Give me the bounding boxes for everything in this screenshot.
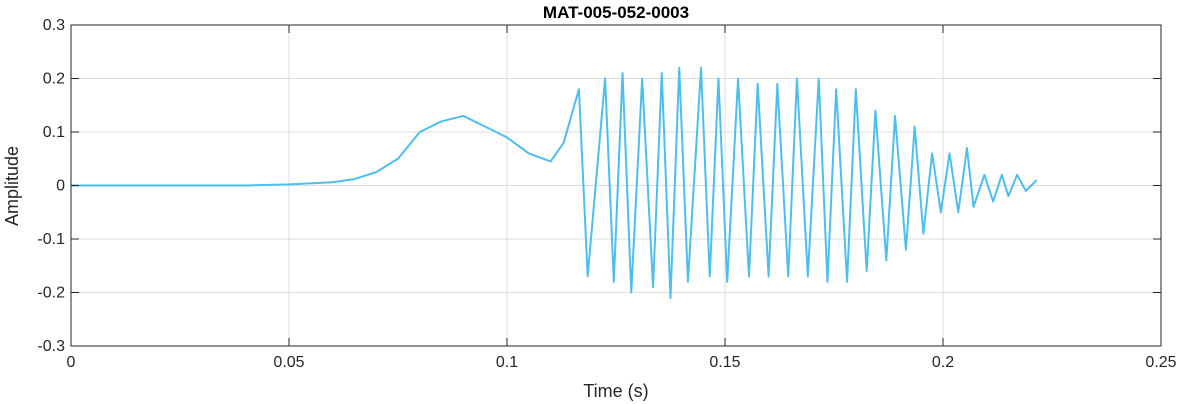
y-tick-label: -0.2 — [37, 285, 65, 302]
series-layer — [71, 66, 1038, 299]
x-tick-label: 0 — [67, 354, 76, 371]
x-tick-label: 0.15 — [709, 354, 740, 371]
waveform-line — [71, 66, 1038, 299]
chart-title: MAT-005-052-0003 — [543, 3, 689, 22]
tick-marks — [70, 24, 1162, 347]
y-tick-label: -0.1 — [37, 231, 65, 248]
y-axis-label: Amplitude — [2, 146, 22, 226]
x-axis-label: Time (s) — [583, 381, 648, 401]
x-tick-label: 0.25 — [1145, 354, 1176, 371]
x-tick-label: 0.1 — [496, 354, 518, 371]
y-tick-label: 0.2 — [43, 71, 65, 88]
y-tick-label: -0.3 — [37, 338, 65, 355]
y-tick-label: 0 — [56, 178, 65, 195]
x-tick-label: 0.2 — [932, 354, 954, 371]
y-tick-label: 0.3 — [43, 17, 65, 34]
y-tick-label: 0.1 — [43, 124, 65, 141]
x-tick-label: 0.05 — [273, 354, 304, 371]
tick-labels: 0 0.05 0.1 0.15 0.2 0.25 -0.3 -0.2 -0.1 0 0.1 0.2 0.… — [37, 17, 1176, 371]
